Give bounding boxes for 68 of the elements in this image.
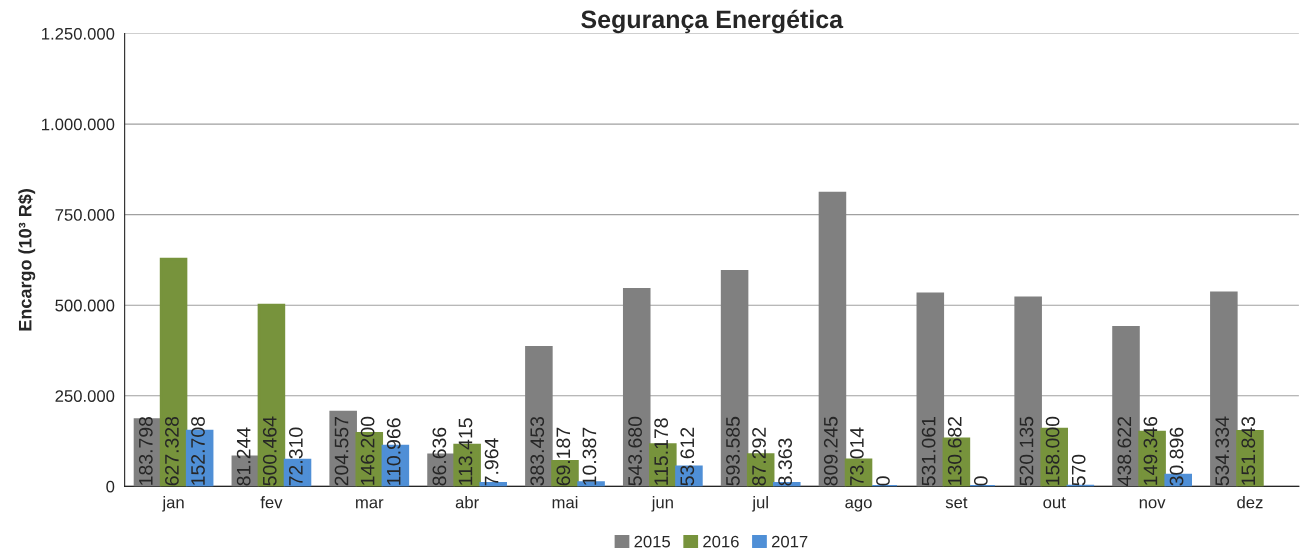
data-label: 520.135 xyxy=(1019,416,1034,486)
x-tick-label: set xyxy=(945,497,968,509)
data-label: 149.346 xyxy=(1143,416,1158,485)
data-label: 0 xyxy=(876,476,890,486)
data-label: 0 xyxy=(973,476,988,486)
legend-label: 2016 xyxy=(703,535,739,548)
data-label: 531.061 xyxy=(921,416,936,486)
data-label: 152.708 xyxy=(191,416,205,485)
data-label: 7.964 xyxy=(484,438,499,486)
legend-label: 2017 xyxy=(771,535,808,548)
x-tick-label: out xyxy=(1043,497,1066,509)
data-label: 500.464 xyxy=(262,416,277,486)
data-label: 627.328 xyxy=(165,416,179,486)
data-label: 8.363 xyxy=(778,438,792,486)
bar xyxy=(1210,291,1238,487)
data-label: 383.453 xyxy=(530,416,545,486)
data-label: 543.680 xyxy=(628,416,642,486)
x-tick-label: jan xyxy=(162,496,184,512)
data-label: 72.310 xyxy=(288,427,303,486)
data-label: 73.014 xyxy=(849,427,864,486)
data-label: 593.585 xyxy=(726,416,740,486)
y-tick-label: 0 xyxy=(106,480,115,493)
x-tick-label: mar xyxy=(356,499,384,509)
chart-title: Segurança Energética xyxy=(581,9,844,34)
bar xyxy=(622,288,651,487)
data-label: 87.292 xyxy=(752,427,766,486)
data-label: 53.612 xyxy=(680,427,695,486)
data-label: 86.636 xyxy=(432,427,447,486)
y-tick-label: 500.000 xyxy=(55,299,115,312)
bar xyxy=(257,303,286,487)
bar xyxy=(916,292,945,487)
data-label: 115.178 xyxy=(654,418,669,485)
bar xyxy=(525,346,553,487)
bar xyxy=(1014,296,1042,487)
data-label: 534.334 xyxy=(1215,416,1230,486)
data-label: 10.387 xyxy=(582,427,597,485)
data-label: 204.557 xyxy=(334,417,349,486)
legend-label: 2015 xyxy=(634,535,671,548)
data-label: 130.682 xyxy=(947,417,962,485)
y-tick-label: 1.000.000 xyxy=(42,118,115,131)
data-label: 81.244 xyxy=(236,427,251,486)
data-label: 30.896 xyxy=(1169,427,1184,486)
data-label: 151.843 xyxy=(1241,416,1256,485)
data-label: 110.966 xyxy=(386,418,401,485)
data-label: 809.245 xyxy=(823,416,838,486)
y-tick-label: 1.250.000 xyxy=(42,27,115,40)
y-tick-label: 250.000 xyxy=(55,390,115,402)
x-tick-label: mai xyxy=(552,496,578,509)
bar xyxy=(159,257,188,487)
data-label: 146.200 xyxy=(360,416,375,485)
x-tick-label: ago xyxy=(845,499,872,512)
bar xyxy=(1112,326,1140,487)
bar xyxy=(818,191,847,487)
data-label: 158.000 xyxy=(1045,416,1060,485)
data-label: 438.622 xyxy=(1117,417,1132,486)
x-tick-label: nov xyxy=(1139,499,1166,509)
x-tick-label: jul xyxy=(751,496,768,512)
y-axis-title: Encargo (10³ R$) xyxy=(18,189,36,331)
x-tick-label: dez xyxy=(1237,496,1263,509)
data-label: 570 xyxy=(1071,454,1086,486)
data-label: 113.415 xyxy=(458,418,473,485)
bar xyxy=(720,269,749,487)
y-tick-label: 750.000 xyxy=(55,209,115,221)
x-tick-label: fev xyxy=(260,496,283,509)
x-tick-label: abr xyxy=(455,496,479,509)
data-label: 69.187 xyxy=(556,427,571,486)
data-label: 183.798 xyxy=(138,416,153,485)
x-tick-label: jun xyxy=(651,496,673,512)
